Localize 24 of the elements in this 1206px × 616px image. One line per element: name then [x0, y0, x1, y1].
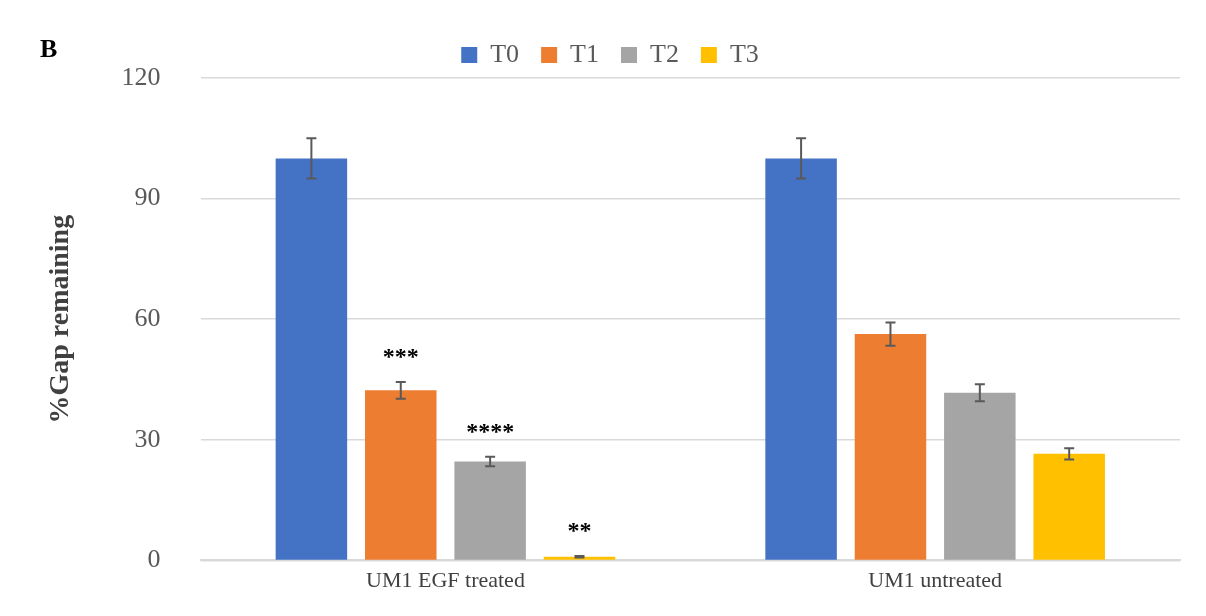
x-tick-label: UM1 EGF treated [366, 567, 525, 593]
legend-label: T2 [650, 38, 679, 68]
y-axis-title: %Gap remaining [43, 214, 75, 424]
data-label: ** [567, 517, 592, 544]
bar [854, 334, 927, 560]
bar [1033, 453, 1105, 560]
bar [944, 392, 1016, 560]
y-tick-label: 0 [147, 544, 161, 574]
data-label: **** [466, 417, 515, 444]
bar [765, 158, 837, 560]
y-tick-label: 120 [121, 61, 161, 91]
bar [365, 390, 437, 560]
chart-title: B [40, 34, 58, 64]
bar [543, 556, 616, 560]
legend-label: T3 [729, 38, 759, 68]
y-tick-label: 90 [134, 182, 161, 212]
x-tick-label: UM1 untreated [868, 567, 1003, 593]
y-tick-label: 60 [134, 303, 161, 333]
bar [275, 158, 348, 560]
bar [454, 461, 526, 560]
y-tick-label: 30 [134, 423, 161, 453]
legend-label: T0 [490, 38, 520, 68]
data-label: *** [382, 343, 419, 370]
legend-label: T1 [570, 38, 600, 68]
